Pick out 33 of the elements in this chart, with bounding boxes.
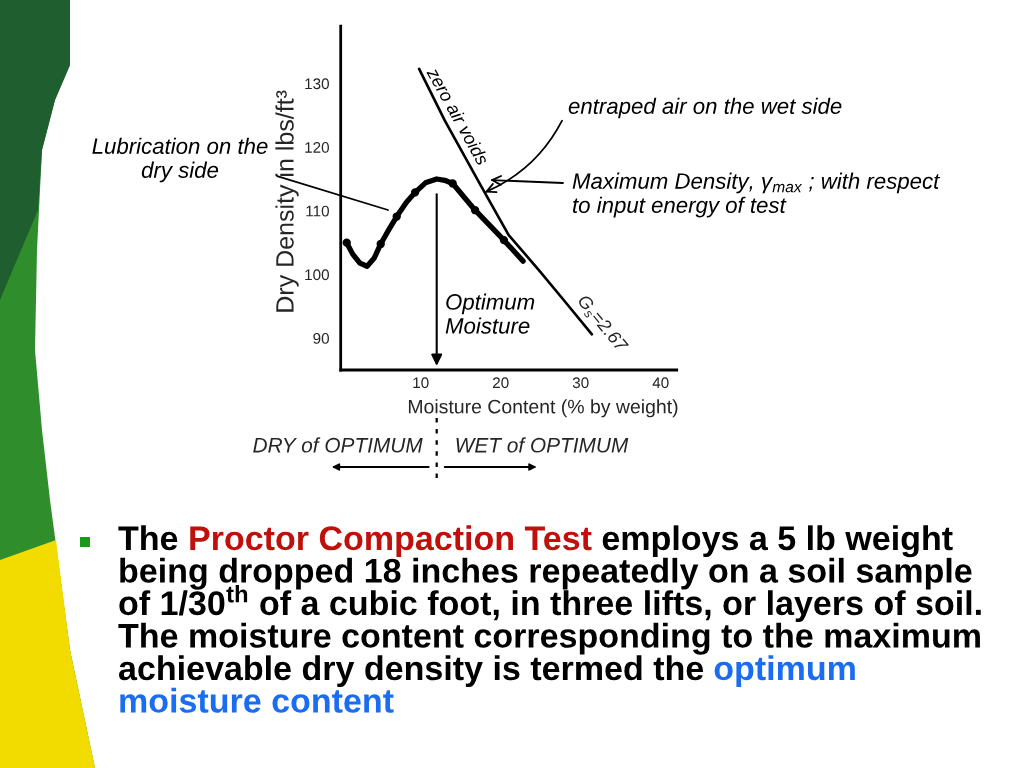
x-tick-label: 40 [652, 377, 669, 389]
text: Lubrication on the dry side [92, 137, 268, 183]
y-tick-label: 90 [313, 333, 329, 344]
x-tick-label: 20 [492, 377, 509, 389]
point [392, 212, 401, 221]
x-tick-label: 10 [413, 377, 429, 389]
text: optimum [714, 655, 855, 688]
annotation: Optimum Moisture [445, 293, 535, 334]
x-tick-label: 30 [572, 377, 589, 389]
point [376, 239, 385, 249]
text: The moisture content corresponding to the maximum [118, 622, 980, 655]
y-tick-label: 100 [305, 269, 329, 281]
text: The [118, 525, 178, 551]
point [448, 179, 457, 188]
point [410, 188, 420, 197]
annotation: entraped air on the wet side [568, 97, 842, 119]
text: DRY of OPTIMUM [253, 437, 423, 453]
text: employs a 5 lb weight [602, 525, 953, 558]
annotation: Maximum Density, γ$_{max}$ ; with respect to input energy of test [572, 172, 941, 218]
text: WET of OPTIMUM [456, 437, 629, 453]
point [342, 238, 351, 247]
text: Proctor Compaction Test [190, 525, 592, 558]
y-tick-label: 120 [305, 142, 329, 153]
annotation: G$_{s}$=2.67 [574, 293, 630, 355]
point [499, 235, 509, 245]
y-axis-title: Dry Density in lbs/ft³ [275, 90, 299, 312]
point [470, 206, 480, 215]
text: moisture content [120, 687, 394, 713]
text: achievable dry density is termed the [119, 655, 704, 688]
text: zero air voids [426, 66, 490, 167]
x-axis-title: Moisture Content (% by weight) [408, 399, 678, 418]
y-tick-label: 130 [305, 78, 329, 90]
y-tick-label: 110 [306, 205, 329, 217]
